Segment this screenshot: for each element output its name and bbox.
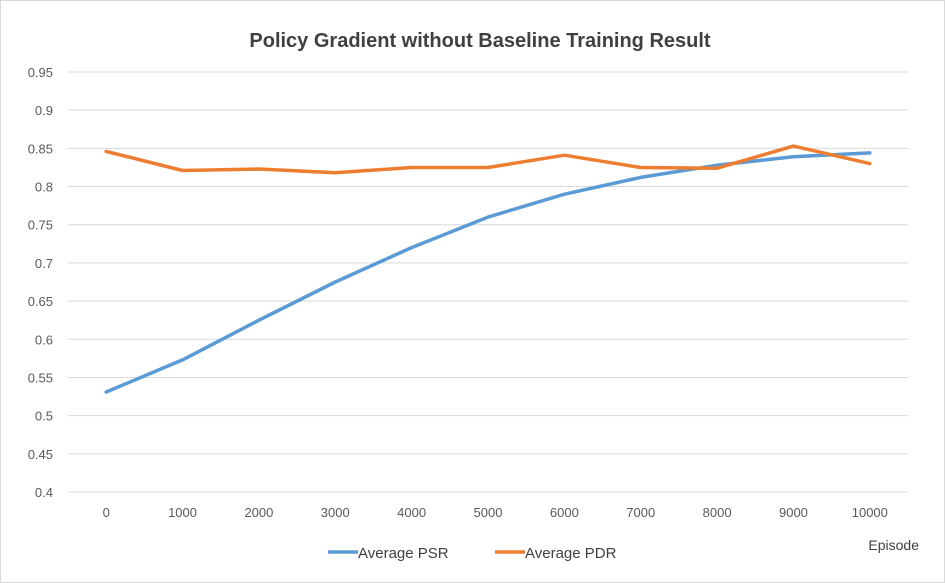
series-line-average-psr <box>104 151 872 394</box>
legend: Average PSR Average PDR <box>328 545 617 562</box>
x-tick-label: 6000 <box>550 505 579 520</box>
x-tick-label: 0 <box>103 505 110 520</box>
y-tick-label: 0.9 <box>35 103 53 118</box>
y-tick-label: 0.45 <box>28 447 53 462</box>
x-tick-label: 9000 <box>779 505 808 520</box>
x-tick-label: 3000 <box>321 505 350 520</box>
y-tick-label: 0.5 <box>35 409 53 424</box>
y-axis-ticks: 0.4 0.45 0.5 0.55 0.6 0.65 0.7 0.75 0.8 0.85 0.9 0.… <box>28 65 53 500</box>
chart-title: Policy Gradient without Baseline Trainin… <box>249 30 711 52</box>
legend-label: Average PSR <box>358 545 449 562</box>
y-tick-label: 0.55 <box>28 370 53 385</box>
y-tick-label: 0.95 <box>28 65 53 80</box>
y-tick-label: 0.4 <box>35 485 53 500</box>
x-tick-label: 4000 <box>397 505 426 520</box>
series-lines <box>104 144 872 394</box>
x-axis-title: Episode <box>868 537 919 553</box>
y-tick-label: 0.75 <box>28 218 53 233</box>
x-tick-label: 10000 <box>852 505 888 520</box>
series-line-average-pdr <box>104 144 872 175</box>
y-tick-label: 0.6 <box>35 332 53 347</box>
x-tick-label: 7000 <box>626 505 655 520</box>
gridlines <box>68 71 908 493</box>
y-tick-label: 0.8 <box>35 180 53 195</box>
x-axis-ticks: 0 1000 2000 3000 4000 5000 6000 7000 8000 9000 100… <box>103 505 888 520</box>
x-tick-label: 1000 <box>168 505 197 520</box>
x-tick-label: 5000 <box>474 505 503 520</box>
y-tick-label: 0.65 <box>28 294 53 309</box>
y-tick-label: 0.7 <box>35 256 53 271</box>
x-tick-label: 8000 <box>703 505 732 520</box>
legend-label: Average PDR <box>525 545 617 562</box>
x-tick-label: 2000 <box>244 505 273 520</box>
y-tick-label: 0.85 <box>28 141 53 156</box>
